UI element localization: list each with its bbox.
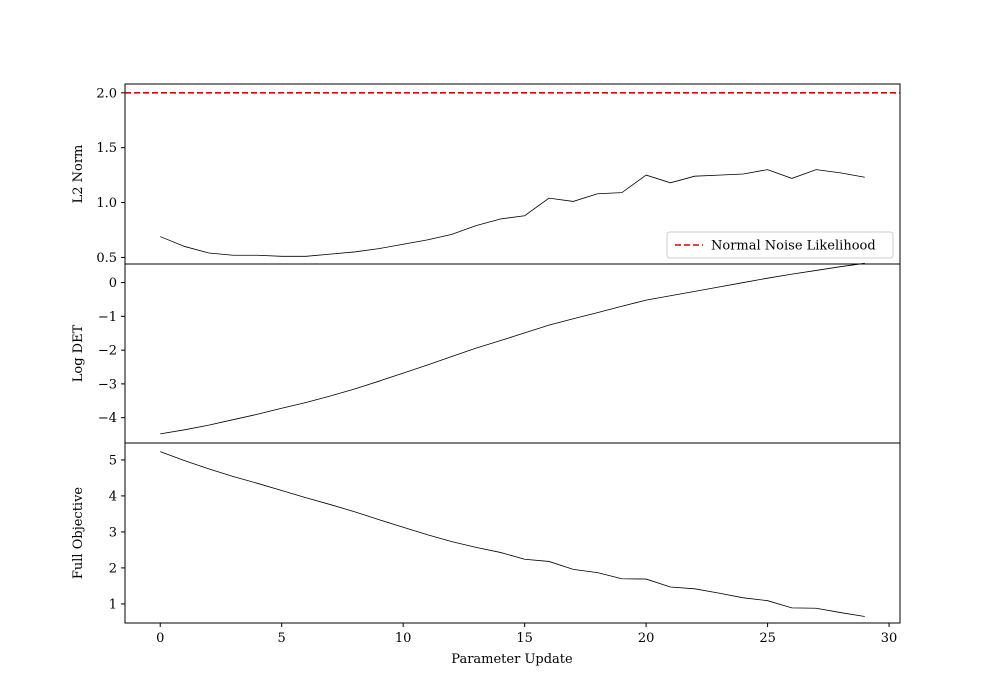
panel-log-det: −4 −3 −2 −1 0 Log DET	[71, 262, 901, 444]
x-tick-label: 0	[156, 631, 164, 646]
y-tick-label: 2.0	[96, 86, 117, 101]
series-line	[160, 262, 865, 435]
y-tick-label: 4	[109, 489, 117, 504]
x-tick-label: 25	[759, 631, 776, 646]
panel-full-objective: 1 2 3 4 5 Full Objective	[71, 442, 901, 624]
x-axis: 0 5 10 15 20 25 30	[156, 623, 897, 646]
y-tick-label: 0.5	[96, 251, 117, 266]
plot-frame	[124, 263, 901, 444]
legend-box	[666, 231, 894, 259]
y-tick-label: 0	[109, 276, 117, 291]
y-tick-label: 1.5	[96, 141, 117, 156]
y-axis-label: L2 Norm	[71, 145, 86, 204]
y-tick-label: −2	[98, 344, 117, 359]
legend: Normal Noise Likelihood	[666, 231, 894, 259]
series-line	[160, 451, 865, 617]
y-tick-label: −4	[98, 411, 117, 426]
y-axis-label: Log DET	[71, 324, 86, 382]
plot-frame	[124, 442, 901, 624]
y-tick-label: 3	[109, 525, 117, 540]
x-tick-label: 30	[881, 631, 898, 646]
x-tick-label: 15	[516, 631, 533, 646]
series-line	[160, 169, 865, 257]
y-tick-label: 1.0	[96, 196, 117, 211]
x-axis-label: Parameter Update	[451, 652, 573, 667]
panel-l2-norm: 0.5 1.0 1.5 2.0 L2 Norm Normal Noise Likeliho…	[71, 83, 901, 266]
x-tick-label: 20	[638, 631, 655, 646]
y-tick-label: −3	[98, 377, 117, 392]
legend-entry: Normal Noise Likelihood	[711, 239, 876, 254]
x-tick-label: 10	[395, 631, 412, 646]
y-tick-label: 5	[109, 453, 117, 468]
y-tick-label: 2	[109, 561, 117, 576]
y-axis-label: Full Objective	[71, 487, 86, 580]
x-tick-label: 5	[278, 631, 286, 646]
y-tick-label: 1	[109, 597, 117, 612]
y-tick-label: −1	[98, 310, 117, 325]
